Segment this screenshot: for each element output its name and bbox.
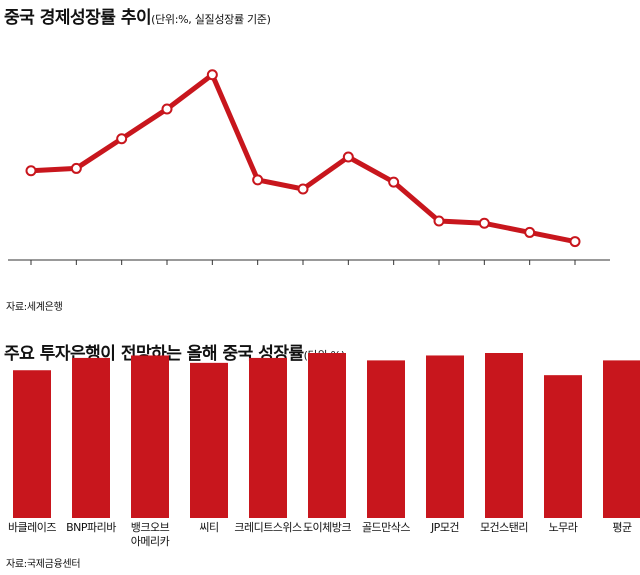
bar bbox=[367, 360, 405, 518]
bar-chart-source: 자료:국제금융센터 bbox=[6, 559, 81, 570]
data-point bbox=[342, 151, 354, 163]
bar bbox=[544, 375, 582, 518]
data-point bbox=[478, 217, 490, 229]
data-point bbox=[524, 226, 536, 238]
data-point bbox=[70, 162, 82, 174]
bar bbox=[72, 357, 110, 518]
bar bbox=[131, 355, 169, 518]
category-label: 씨티 bbox=[199, 521, 218, 534]
line-chart-unit: (단위:%, 실질성장률 기준) bbox=[151, 13, 271, 26]
line-chart bbox=[8, 69, 610, 265]
data-point bbox=[25, 165, 37, 177]
bar bbox=[308, 353, 346, 518]
bar bbox=[190, 362, 228, 518]
line-chart-source: 자료:세계은행 bbox=[6, 302, 63, 313]
data-point bbox=[206, 69, 218, 81]
category-label: BNP파리바 bbox=[66, 521, 116, 534]
data-point bbox=[252, 174, 264, 186]
line-chart-title: 중국 경제성장률 추이(단위:%, 실질성장률 기준) bbox=[4, 3, 271, 28]
category-label: 바클레이즈 bbox=[8, 521, 56, 534]
category-label: 모건스탠리 bbox=[480, 521, 528, 534]
category-label: 도이체방크 bbox=[303, 521, 351, 534]
category-label-line: 뱅크오브 bbox=[131, 521, 170, 534]
data-point bbox=[116, 133, 128, 145]
category-label: 평균 bbox=[612, 521, 632, 534]
bar bbox=[603, 360, 640, 518]
category-label: 뱅크오브 아메리카 bbox=[131, 521, 170, 548]
data-point bbox=[161, 103, 173, 115]
data-point bbox=[433, 215, 445, 227]
category-label: 골드만삭스 bbox=[362, 521, 410, 534]
bar bbox=[13, 370, 51, 518]
line-chart-title-text: 중국 경제성장률 추이 bbox=[4, 8, 152, 28]
data-point bbox=[569, 236, 581, 248]
category-label-line: 아메리카 bbox=[131, 535, 170, 548]
bar bbox=[485, 353, 523, 518]
category-label: 크레디트스위스 bbox=[234, 521, 302, 534]
data-point bbox=[388, 176, 400, 188]
data-point bbox=[297, 183, 309, 195]
category-label: 노무라 bbox=[549, 521, 578, 534]
bar bbox=[249, 357, 287, 518]
category-label: JP모건 bbox=[430, 521, 459, 534]
bar bbox=[426, 355, 464, 518]
